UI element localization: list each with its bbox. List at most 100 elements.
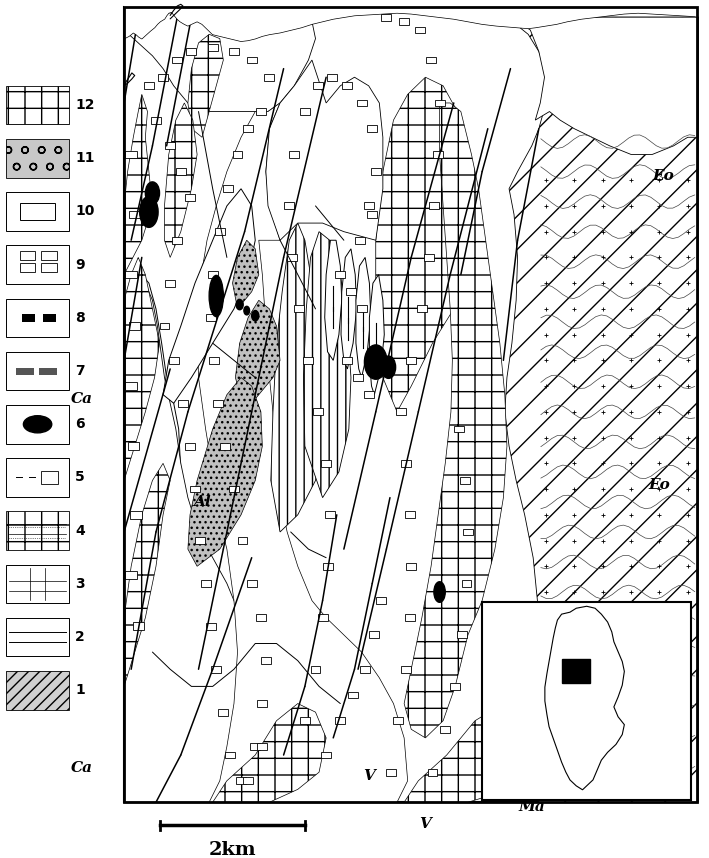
- Polygon shape: [503, 17, 698, 154]
- Bar: [124, 7, 697, 802]
- Polygon shape: [303, 232, 351, 498]
- Text: 5: 5: [75, 470, 85, 485]
- Bar: [6, 192, 69, 231]
- Bar: [482, 602, 691, 800]
- Bar: [311, 666, 320, 673]
- Bar: [41, 263, 57, 271]
- Polygon shape: [124, 13, 316, 112]
- Polygon shape: [124, 257, 160, 480]
- Bar: [20, 251, 35, 259]
- Polygon shape: [369, 275, 384, 395]
- Bar: [6, 352, 69, 390]
- Bar: [440, 726, 450, 733]
- Ellipse shape: [236, 299, 243, 310]
- Bar: [22, 314, 35, 323]
- Bar: [125, 271, 137, 278]
- Text: Eo: Eo: [652, 169, 674, 183]
- Bar: [190, 486, 200, 492]
- Bar: [342, 82, 352, 89]
- Bar: [300, 108, 310, 115]
- Text: 6: 6: [75, 417, 85, 432]
- Bar: [386, 769, 396, 776]
- Bar: [562, 659, 591, 683]
- Bar: [208, 44, 218, 51]
- Ellipse shape: [23, 416, 52, 433]
- Bar: [433, 151, 443, 158]
- Bar: [229, 486, 239, 492]
- Bar: [401, 460, 411, 467]
- Text: Ca: Ca: [70, 392, 93, 406]
- Text: 2km: 2km: [208, 841, 256, 858]
- Ellipse shape: [145, 182, 160, 204]
- Bar: [355, 237, 365, 244]
- Bar: [256, 614, 266, 621]
- Polygon shape: [271, 223, 323, 532]
- Polygon shape: [188, 34, 223, 137]
- Text: Eo: Eo: [649, 478, 670, 492]
- Bar: [360, 666, 370, 673]
- Ellipse shape: [209, 275, 223, 317]
- Bar: [424, 254, 434, 261]
- Bar: [313, 82, 323, 89]
- Polygon shape: [341, 249, 357, 369]
- Bar: [125, 571, 137, 578]
- Bar: [406, 357, 416, 364]
- Polygon shape: [124, 275, 255, 802]
- Bar: [6, 671, 69, 710]
- Ellipse shape: [381, 356, 396, 378]
- Bar: [160, 323, 169, 329]
- Bar: [6, 299, 69, 337]
- Bar: [185, 194, 195, 201]
- Bar: [20, 263, 35, 271]
- Bar: [223, 185, 233, 192]
- Polygon shape: [124, 463, 170, 686]
- Bar: [206, 314, 216, 321]
- Bar: [20, 203, 55, 220]
- Text: 9: 9: [75, 257, 85, 272]
- Bar: [39, 368, 57, 375]
- Bar: [243, 125, 253, 132]
- Polygon shape: [325, 240, 342, 360]
- Bar: [130, 511, 142, 518]
- Ellipse shape: [434, 582, 445, 602]
- Bar: [213, 400, 223, 407]
- Bar: [125, 382, 137, 390]
- Bar: [247, 580, 257, 587]
- Bar: [300, 717, 310, 724]
- Bar: [206, 623, 216, 630]
- Bar: [208, 271, 218, 278]
- Bar: [243, 777, 253, 784]
- Bar: [178, 400, 188, 407]
- Bar: [257, 743, 267, 750]
- Bar: [151, 117, 161, 124]
- Bar: [211, 666, 221, 673]
- Text: V: V: [363, 770, 374, 783]
- Bar: [43, 314, 56, 323]
- Bar: [172, 57, 182, 63]
- Polygon shape: [235, 300, 280, 412]
- Bar: [238, 537, 247, 544]
- Bar: [417, 305, 427, 312]
- Bar: [325, 511, 335, 518]
- Polygon shape: [404, 704, 532, 802]
- Bar: [399, 18, 409, 25]
- Text: 7: 7: [75, 364, 85, 378]
- Bar: [435, 100, 445, 106]
- Bar: [41, 470, 58, 484]
- Bar: [462, 580, 471, 587]
- Bar: [376, 597, 386, 604]
- Bar: [129, 322, 140, 329]
- Bar: [229, 48, 239, 55]
- Ellipse shape: [244, 306, 250, 315]
- Bar: [463, 529, 473, 535]
- Bar: [220, 443, 230, 450]
- Bar: [454, 426, 464, 432]
- Bar: [450, 683, 460, 690]
- Text: Ma: Ma: [518, 800, 545, 813]
- Bar: [176, 168, 186, 175]
- Bar: [6, 86, 69, 124]
- Bar: [128, 443, 139, 450]
- Bar: [256, 108, 266, 115]
- Bar: [264, 74, 274, 81]
- Bar: [6, 458, 69, 497]
